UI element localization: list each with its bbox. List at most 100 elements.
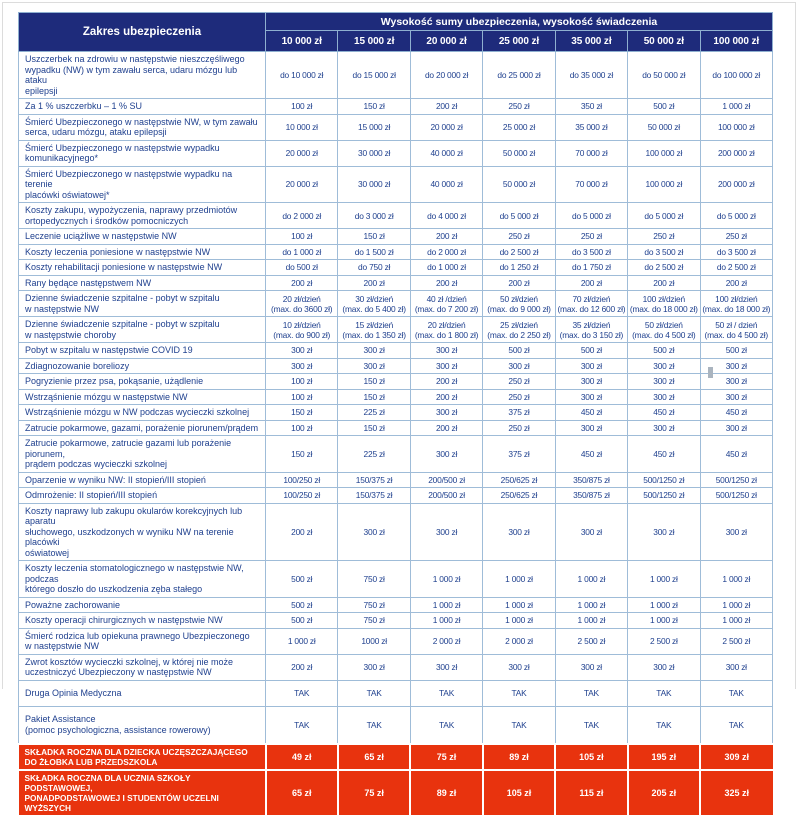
value-cell: TAK (338, 706, 410, 744)
coverage-row: Koszty operacji chirurgicznych w następs… (19, 613, 773, 629)
value-cell: 1 000 zł (700, 597, 772, 613)
value-cell: 300 zł (555, 358, 627, 374)
table-body: Uszczerbek na zdrowiu w następstwie nies… (19, 52, 773, 815)
value-cell: 25 000 zł (483, 114, 555, 140)
value-cell: 309 zł (700, 744, 772, 770)
row-label: SKŁADKA ROCZNA DLA DZIECKA UCZĘSZCZAJĄCE… (19, 744, 266, 770)
coverage-row: Dzienne świadczenie szpitalne - pobyt w … (19, 317, 773, 343)
coverage-row: Śmierć Ubezpieczonego w następstwie wypa… (19, 140, 773, 166)
value-cell: 1 000 zł (628, 613, 700, 629)
value-cell: 89 zł (483, 744, 555, 770)
column-header: 20 000 zł (410, 31, 482, 52)
value-cell: 1 000 zł (555, 613, 627, 629)
column-header: 15 000 zł (338, 31, 410, 52)
value-cell: 200 zł (700, 275, 772, 291)
value-cell: 2 500 zł (628, 628, 700, 654)
value-cell: 325 zł (700, 770, 772, 815)
value-cell: 300 zł (628, 654, 700, 680)
value-cell: 150 zł (338, 420, 410, 436)
value-cell: 2 500 zł (555, 628, 627, 654)
value-cell: do 2 500 zł (700, 260, 772, 276)
value-cell: 200 zł (410, 420, 482, 436)
row-label: Zatrucie pokarmowe, gazami, porażenie pi… (19, 420, 266, 436)
value-cell: 500/1250 zł (700, 488, 772, 504)
value-cell: TAK (700, 706, 772, 744)
value-cell: 200 zł (410, 229, 482, 245)
value-cell: 10 zł/dzień (max. do 900 zł) (266, 317, 338, 343)
value-cell: 1 000 zł (700, 561, 772, 598)
value-cell: 150 zł (338, 389, 410, 405)
coverage-row: Koszty rehabilitacji poniesione w następ… (19, 260, 773, 276)
row-label: Druga Opinia Medyczna (19, 680, 266, 706)
row-label: Leczenie uciążliwe w następstwie NW (19, 229, 266, 245)
row-label: Koszty leczenia poniesione w następstwie… (19, 244, 266, 260)
coverage-row: Zwrot kosztów wycieczki szkolnej, w któr… (19, 654, 773, 680)
value-cell: 300 zł (410, 405, 482, 421)
row-label: Uszczerbek na zdrowiu w następstwie nies… (19, 52, 266, 99)
value-cell: 195 zł (628, 744, 700, 770)
row-label: Śmierć rodzica lub opiekuna prawnego Ube… (19, 628, 266, 654)
value-cell: 2 000 zł (410, 628, 482, 654)
value-cell: 1 000 zł (700, 613, 772, 629)
value-cell: do 5 000 zł (700, 203, 772, 229)
coverage-row: Dzienne świadczenie szpitalne - pobyt w … (19, 291, 773, 317)
value-cell: do 5 000 zł (555, 203, 627, 229)
column-header: 50 000 zł (628, 31, 700, 52)
value-cell: 35 zł/dzień (max. do 3 150 zł) (555, 317, 627, 343)
value-cell: 100/250 zł (266, 472, 338, 488)
value-cell: 150 zł (338, 374, 410, 390)
value-cell: 50 000 zł (628, 114, 700, 140)
value-cell: 40 000 zł (410, 166, 482, 203)
value-cell: 1000 zł (338, 628, 410, 654)
cursor-artifact (708, 367, 713, 378)
value-cell: 30 zł/dzień (max. do 5 400 zł) (338, 291, 410, 317)
value-cell: 300 zł (555, 420, 627, 436)
value-cell: 50 zł/dzień (max. do 9 000 zł) (483, 291, 555, 317)
value-cell: 500 zł (266, 597, 338, 613)
value-cell: 300 zł (483, 654, 555, 680)
value-cell: 1 000 zł (483, 597, 555, 613)
value-cell: 300 zł (628, 503, 700, 561)
value-cell: do 35 000 zł (555, 52, 627, 99)
value-cell: 300 zł (410, 358, 482, 374)
value-cell: 250 zł (700, 229, 772, 245)
value-cell: do 5 000 zł (628, 203, 700, 229)
value-cell: 350/875 zł (555, 488, 627, 504)
value-cell: 250/625 zł (483, 472, 555, 488)
value-cell: 200/500 zł (410, 472, 482, 488)
value-cell: 200 zł (338, 275, 410, 291)
value-cell: 100/250 zł (266, 488, 338, 504)
coverage-row: Koszty naprawy lub zakupu okularów korek… (19, 503, 773, 561)
value-cell: do 3 000 zł (338, 203, 410, 229)
value-cell: 1 000 zł (555, 597, 627, 613)
value-cell: 300 zł (483, 358, 555, 374)
sum-banner-header: Wysokość sumy ubezpieczenia, wysokość św… (266, 13, 773, 31)
value-cell: 200 zł (483, 275, 555, 291)
row-label: Dzienne świadczenie szpitalne - pobyt w … (19, 291, 266, 317)
value-cell: do 50 000 zł (628, 52, 700, 99)
value-cell: 500 zł (266, 561, 338, 598)
value-cell: 450 zł (628, 405, 700, 421)
row-label: Koszty naprawy lub zakupu okularów korek… (19, 503, 266, 561)
value-cell: 450 zł (555, 405, 627, 421)
value-cell: do 3 500 zł (628, 244, 700, 260)
row-label: Pogryzienie przez psa, pokąsanie, użądle… (19, 374, 266, 390)
value-cell: 1 000 zł (266, 628, 338, 654)
coverage-row: Uszczerbek na zdrowiu w następstwie nies… (19, 52, 773, 99)
value-cell: 150/375 zł (338, 488, 410, 504)
value-cell: 250 zł (483, 229, 555, 245)
value-cell: 300 zł (700, 389, 772, 405)
value-cell: do 25 000 zł (483, 52, 555, 99)
value-cell: 500 zł (555, 343, 627, 359)
value-cell: 50 zł/dzień (max. do 4 500 zł) (628, 317, 700, 343)
coverage-row: Wstrząśnienie mózgu w NW podczas wyciecz… (19, 405, 773, 421)
value-cell: 300 zł (410, 503, 482, 561)
row-label: Rany będące następstwem NW (19, 275, 266, 291)
value-cell: 250 zł (483, 389, 555, 405)
value-cell: 20 zł/dzień (max. do 1 800 zł) (410, 317, 482, 343)
